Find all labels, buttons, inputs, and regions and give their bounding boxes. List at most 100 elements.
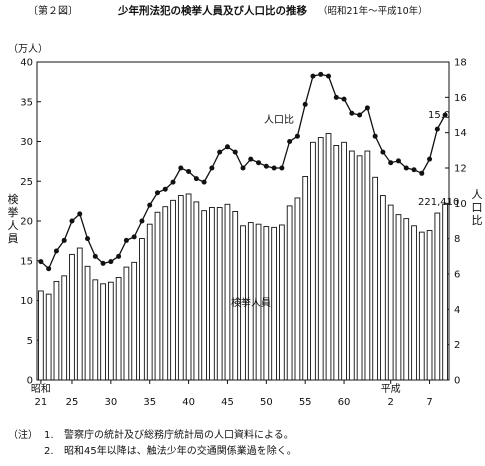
left-tick-label: 25 xyxy=(20,177,33,188)
left-tick-label: 20 xyxy=(20,217,33,228)
line-point xyxy=(100,260,106,266)
x-tick-label: 2 xyxy=(388,397,394,408)
bar xyxy=(403,218,410,381)
bar xyxy=(271,226,277,381)
bar xyxy=(193,201,200,381)
right-tick-label: 0 xyxy=(454,376,460,387)
bar-series-label: 検挙人員 xyxy=(231,296,271,309)
bar xyxy=(139,238,145,381)
bar xyxy=(426,230,433,381)
bar xyxy=(45,293,52,381)
line-point xyxy=(403,165,409,171)
bar xyxy=(294,197,301,381)
line-point xyxy=(139,218,145,224)
bar xyxy=(372,176,379,381)
line-point xyxy=(279,165,285,171)
line-point xyxy=(427,156,433,162)
bar xyxy=(84,265,91,381)
line-point xyxy=(434,126,440,132)
x-tick-label: 45 xyxy=(221,397,234,408)
last-line-value-label: 15.0 xyxy=(428,110,450,121)
x-tick-label: 7 xyxy=(426,397,432,408)
line-point xyxy=(193,176,199,182)
line-point xyxy=(380,149,386,155)
line-point xyxy=(232,149,238,155)
left-tick-label: 5 xyxy=(27,336,33,347)
bar xyxy=(38,290,44,381)
bar xyxy=(76,247,83,381)
line-point xyxy=(170,179,176,185)
right-axis-label: 人口比 xyxy=(472,188,483,227)
line-point xyxy=(85,236,91,242)
line-point xyxy=(310,73,316,79)
line-point xyxy=(154,190,160,196)
line-point xyxy=(357,112,363,118)
line-point xyxy=(201,179,207,185)
bar xyxy=(442,203,448,381)
plot-area: 0 5 10 15 20 25 30 35 40 0 2 4 6 8 10 12 14 16 18 21 昭和 25 30 3… xyxy=(20,58,466,409)
bar xyxy=(341,141,347,381)
right-tick-label: 4 xyxy=(454,305,460,316)
notes: （注） 1. 警察庁の統計及び総務庁統計局の人口資料による。 2. 昭和45年以… xyxy=(8,428,478,460)
note-number: 1. xyxy=(44,430,54,441)
right-tick-label: 8 xyxy=(454,234,460,245)
era-label: 平成 xyxy=(381,383,401,395)
bar xyxy=(411,225,417,381)
left-tick-label: 15 xyxy=(20,256,33,267)
bar xyxy=(146,223,153,381)
line-point xyxy=(442,112,448,118)
right-tick-label: 18 xyxy=(454,58,467,69)
note-row: 2. 昭和45年以降は、触法少年の交通関係業過を除く。 xyxy=(8,444,478,460)
left-tick-label: 35 xyxy=(20,97,33,108)
line-point xyxy=(271,165,277,171)
bar xyxy=(185,193,192,381)
era-label: 昭和 xyxy=(31,383,51,395)
left-unit-label: （万人） xyxy=(8,43,48,55)
x-tick-label: 40 xyxy=(182,397,195,408)
bar xyxy=(201,210,207,381)
line-point xyxy=(209,165,215,171)
bar xyxy=(279,224,285,381)
bar xyxy=(100,283,106,381)
x-tick-label: 35 xyxy=(143,397,156,408)
bar xyxy=(434,212,441,381)
line-point xyxy=(123,237,129,243)
left-tick-label: 0 xyxy=(27,376,33,387)
bar xyxy=(123,266,130,381)
line-point xyxy=(224,144,230,150)
left-axis-label-char: 人 xyxy=(8,219,19,232)
x-tick-label: 30 xyxy=(104,397,117,408)
bar xyxy=(162,206,169,381)
last-bar-value-label: 221,410 xyxy=(418,197,459,208)
bar xyxy=(154,211,161,381)
line-point xyxy=(388,160,394,166)
bar xyxy=(61,275,68,381)
line-point xyxy=(341,96,347,102)
bar xyxy=(232,211,239,381)
right-tick-label: 12 xyxy=(454,164,467,175)
right-tick-label: 6 xyxy=(454,270,460,281)
line-point xyxy=(38,259,44,265)
bar xyxy=(247,222,254,381)
right-axis-label-char: 口 xyxy=(472,201,483,214)
line-point xyxy=(263,163,269,169)
chart: 〔第２図〕 少年刑法犯の検挙人員及び人口比の推移 （昭和21年～平成10年） （… xyxy=(8,4,483,409)
right-tick-label: 2 xyxy=(454,340,460,351)
line-point xyxy=(419,170,425,176)
line-point xyxy=(186,169,192,175)
line-point xyxy=(240,165,246,171)
left-tick-label: 10 xyxy=(20,296,33,307)
line-point xyxy=(69,218,75,224)
bar xyxy=(92,279,99,381)
x-tick-label: 55 xyxy=(299,397,312,408)
chart-title: 少年刑法犯の検挙人員及び人口比の推移 xyxy=(117,4,307,17)
bar xyxy=(387,204,394,381)
bar xyxy=(380,195,386,381)
line-point xyxy=(108,259,114,265)
line-point xyxy=(364,105,370,111)
line-point xyxy=(147,202,153,208)
figure-label: 〔第２図〕 xyxy=(28,4,78,17)
line-point xyxy=(61,237,67,243)
left-tick-label: 30 xyxy=(20,137,33,148)
bar xyxy=(395,214,402,381)
